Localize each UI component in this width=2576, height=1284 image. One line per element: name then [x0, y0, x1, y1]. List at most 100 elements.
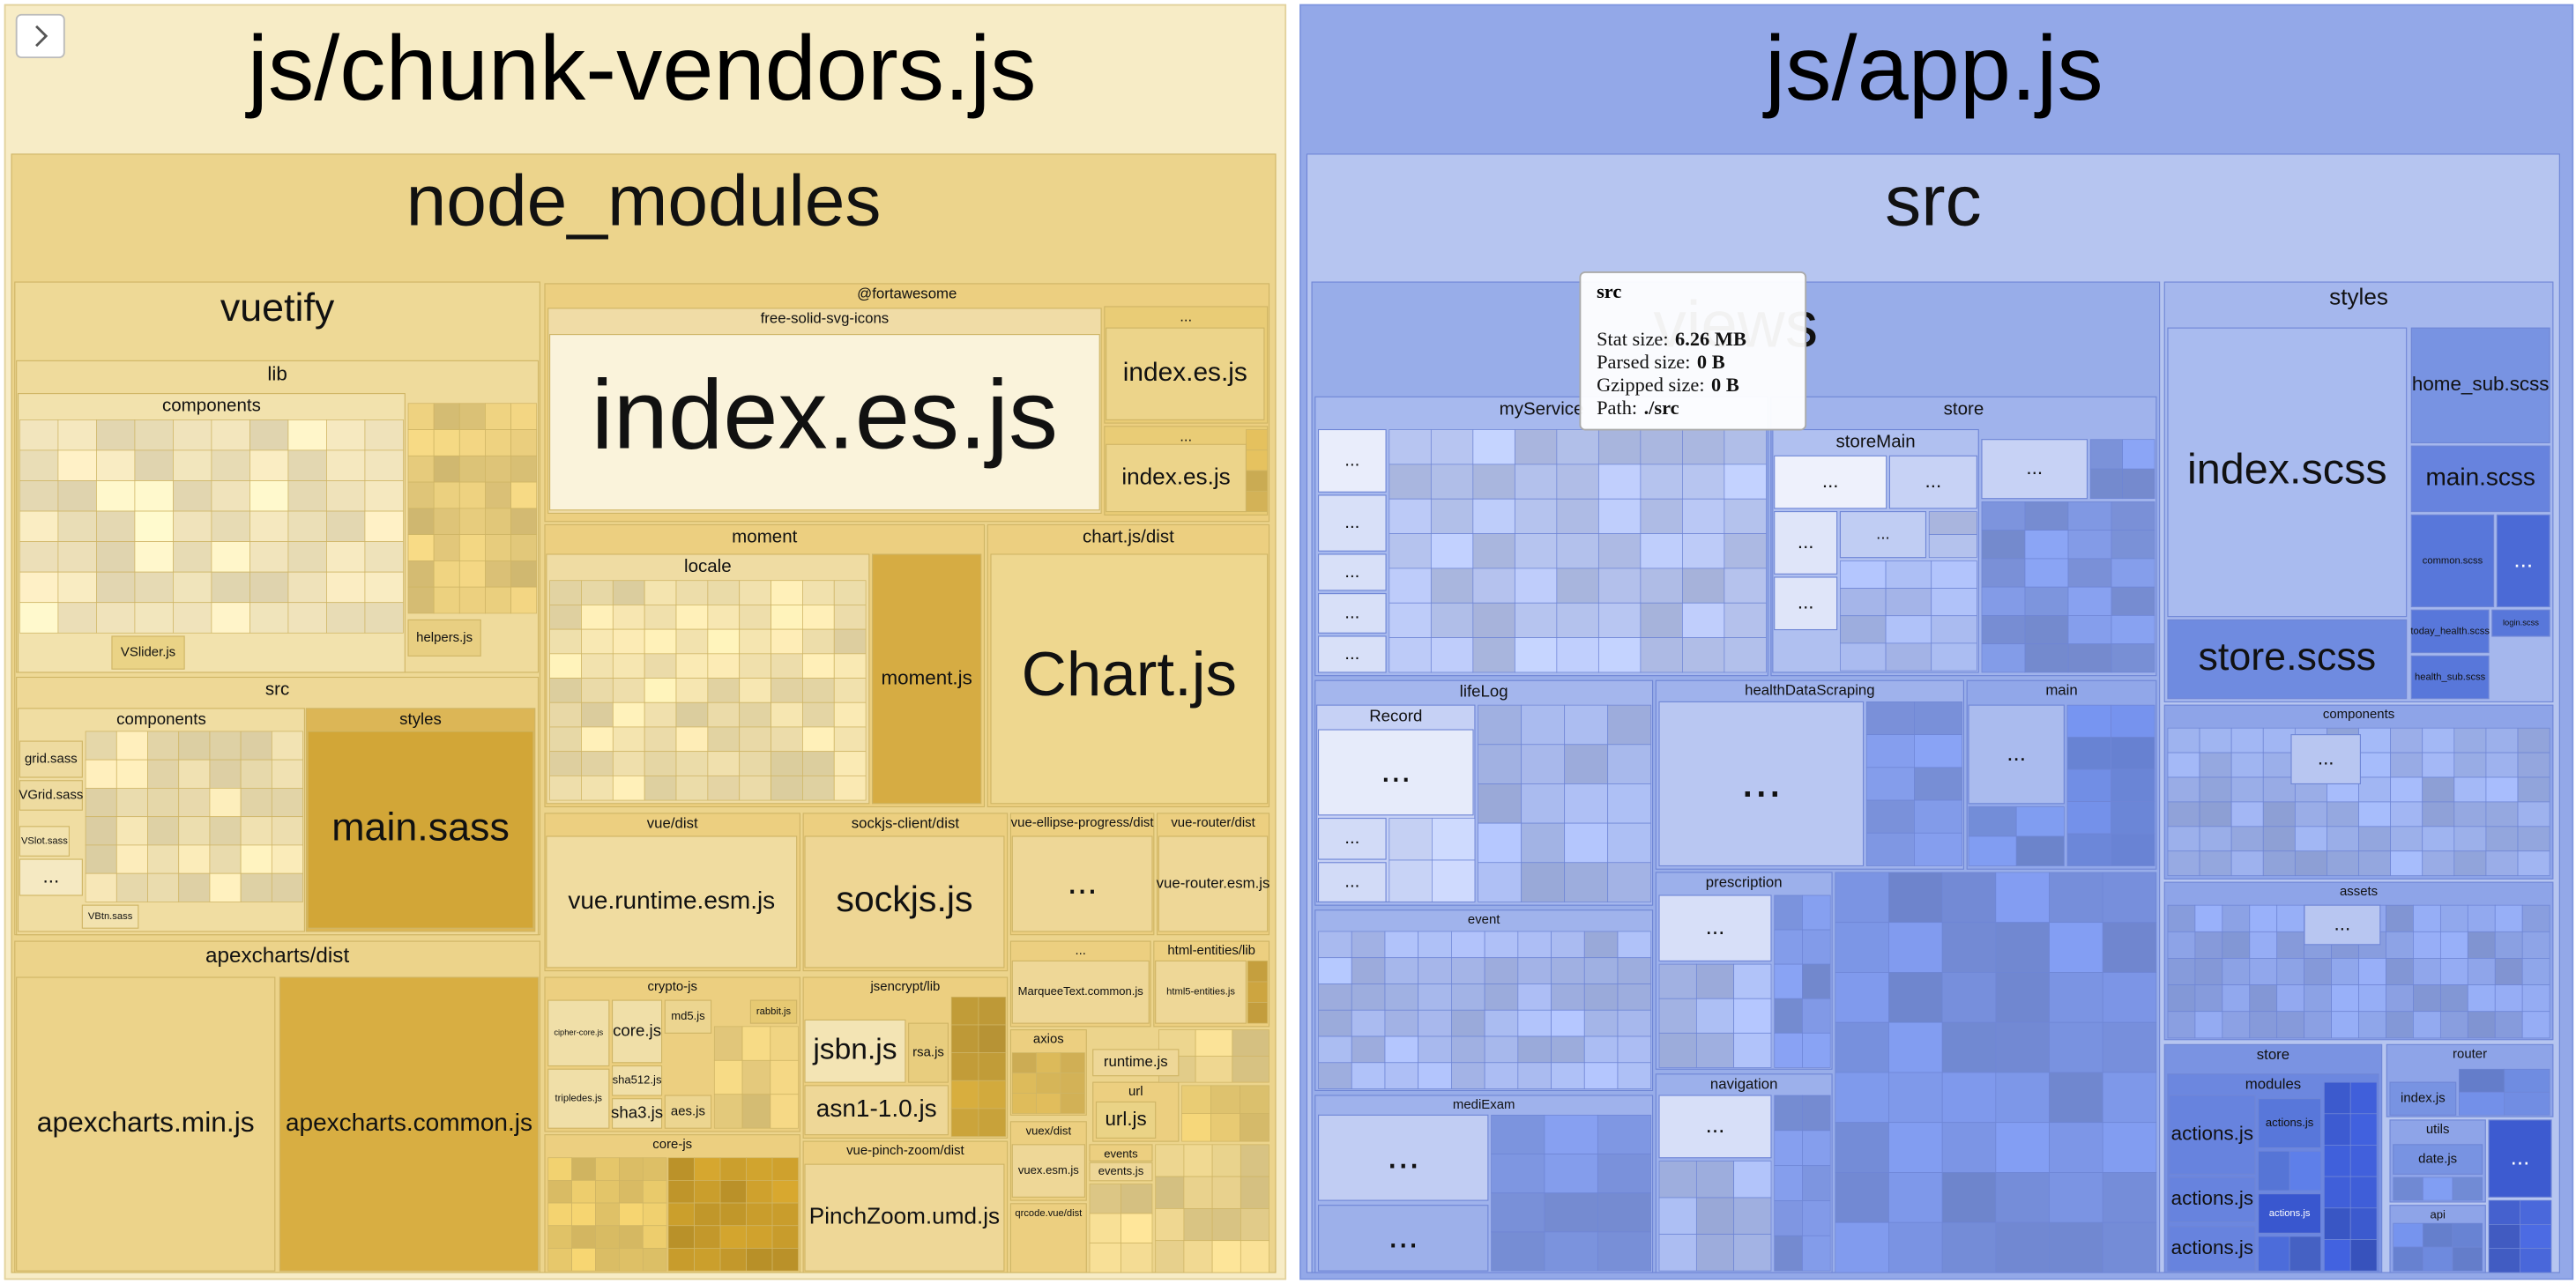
cell[interactable]: [147, 731, 180, 761]
cell[interactable]: [771, 628, 803, 655]
cell[interactable]: [771, 1248, 799, 1272]
cell[interactable]: [2111, 768, 2155, 802]
cell[interactable]: [1351, 1062, 1386, 1089]
cell[interactable]: [2422, 1222, 2453, 1248]
cell[interactable]: [458, 481, 486, 509]
cell[interactable]: [2494, 1011, 2523, 1039]
cell[interactable]: [1418, 983, 1452, 1011]
cell[interactable]: [1865, 734, 1915, 768]
cell[interactable]: [549, 605, 582, 630]
cell[interactable]: [746, 1180, 773, 1204]
cell[interactable]: [2349, 1176, 2378, 1209]
cell[interactable]: [1607, 862, 1652, 902]
cell[interactable]: [746, 1225, 773, 1249]
cell[interactable]: [1865, 799, 1915, 834]
cell[interactable]: [1517, 983, 1552, 1011]
cell[interactable]: [571, 1248, 596, 1272]
cell[interactable]: [833, 701, 867, 728]
cell[interactable]: [1389, 533, 1432, 569]
cell[interactable]: [612, 580, 645, 605]
cell[interactable]: [2167, 958, 2196, 985]
cell[interactable]: [739, 605, 771, 630]
cell[interactable]: [2249, 904, 2278, 932]
cell[interactable]: [2358, 776, 2392, 803]
cell[interactable]: [1418, 1009, 1452, 1037]
cell[interactable]: [1011, 1052, 1038, 1073]
cell[interactable]: [2024, 501, 2069, 531]
cell[interactable]: [675, 726, 709, 753]
cell[interactable]: [2049, 922, 2103, 973]
cell[interactable]: [741, 1026, 771, 1061]
cell[interactable]: [2459, 1068, 2505, 1093]
cell[interactable]: [1472, 429, 1515, 465]
cell[interactable]: [249, 480, 289, 512]
cell[interactable]: [950, 1024, 979, 1054]
cell[interactable]: [407, 586, 435, 614]
cell[interactable]: [2485, 727, 2519, 753]
cell[interactable]: [707, 775, 741, 801]
cell[interactable]: [2015, 806, 2065, 837]
cell[interactable]: [2467, 931, 2496, 959]
cell[interactable]: [2199, 727, 2232, 753]
cell[interactable]: [1389, 859, 1433, 902]
cell[interactable]: [1885, 615, 1932, 644]
cell[interactable]: [433, 508, 460, 535]
cell[interactable]: [1597, 602, 1642, 638]
cell[interactable]: [1840, 642, 1887, 672]
cell[interactable]: [96, 510, 136, 542]
cell[interactable]: [2413, 958, 2441, 985]
cell[interactable]: [1564, 862, 1609, 902]
cell[interactable]: [771, 751, 803, 776]
cell[interactable]: [675, 701, 709, 728]
cell[interactable]: [547, 1225, 573, 1249]
cell[interactable]: [1211, 1208, 1241, 1242]
cell[interactable]: [549, 775, 582, 801]
cell[interactable]: [433, 560, 460, 588]
cell[interactable]: [833, 775, 867, 801]
cell[interactable]: [595, 1202, 620, 1227]
cell[interactable]: [1430, 637, 1474, 673]
cell[interactable]: [2167, 727, 2200, 753]
cell[interactable]: [950, 1052, 979, 1081]
cell[interactable]: [287, 510, 327, 542]
cell[interactable]: [510, 429, 538, 456]
cell[interactable]: [1484, 1035, 1519, 1064]
cell[interactable]: [407, 455, 435, 483]
cell[interactable]: [1155, 1176, 1185, 1209]
cell[interactable]: [1888, 972, 1943, 1023]
sidebar-toggle[interactable]: [15, 13, 65, 59]
cell[interactable]: [240, 844, 272, 874]
cell[interactable]: [1682, 533, 1725, 569]
cell[interactable]: [510, 560, 538, 588]
cell[interactable]: [1556, 429, 1599, 465]
cell[interactable]: [1733, 1234, 1772, 1272]
cell[interactable]: [211, 571, 250, 604]
cell[interactable]: [619, 1202, 644, 1227]
cell[interactable]: [1640, 429, 1683, 465]
cell[interactable]: [1514, 429, 1558, 465]
cell[interactable]: [1931, 588, 1977, 617]
cell[interactable]: [485, 560, 511, 588]
cell[interactable]: [458, 534, 486, 561]
cell[interactable]: [2520, 1248, 2552, 1273]
cell[interactable]: [1865, 832, 1915, 866]
cell[interactable]: [1981, 643, 2026, 673]
cell[interactable]: [2452, 1176, 2483, 1201]
cell[interactable]: [1733, 998, 1772, 1034]
cell[interactable]: [1451, 931, 1485, 959]
cell[interactable]: [2111, 615, 2155, 645]
cell[interactable]: [2262, 850, 2296, 877]
cell[interactable]: [178, 872, 211, 902]
cell[interactable]: [1583, 1062, 1619, 1089]
cell[interactable]: [1036, 1072, 1061, 1094]
cell[interactable]: [115, 844, 148, 874]
cell[interactable]: [2194, 1011, 2223, 1039]
cell[interactable]: [707, 580, 741, 605]
cell[interactable]: [1695, 1161, 1735, 1199]
cell[interactable]: [2439, 904, 2468, 932]
cell[interactable]: [746, 1248, 773, 1272]
cell[interactable]: [134, 419, 174, 451]
cell[interactable]: [326, 602, 366, 634]
cell[interactable]: [2089, 439, 2123, 470]
cell[interactable]: [2049, 1021, 2103, 1073]
